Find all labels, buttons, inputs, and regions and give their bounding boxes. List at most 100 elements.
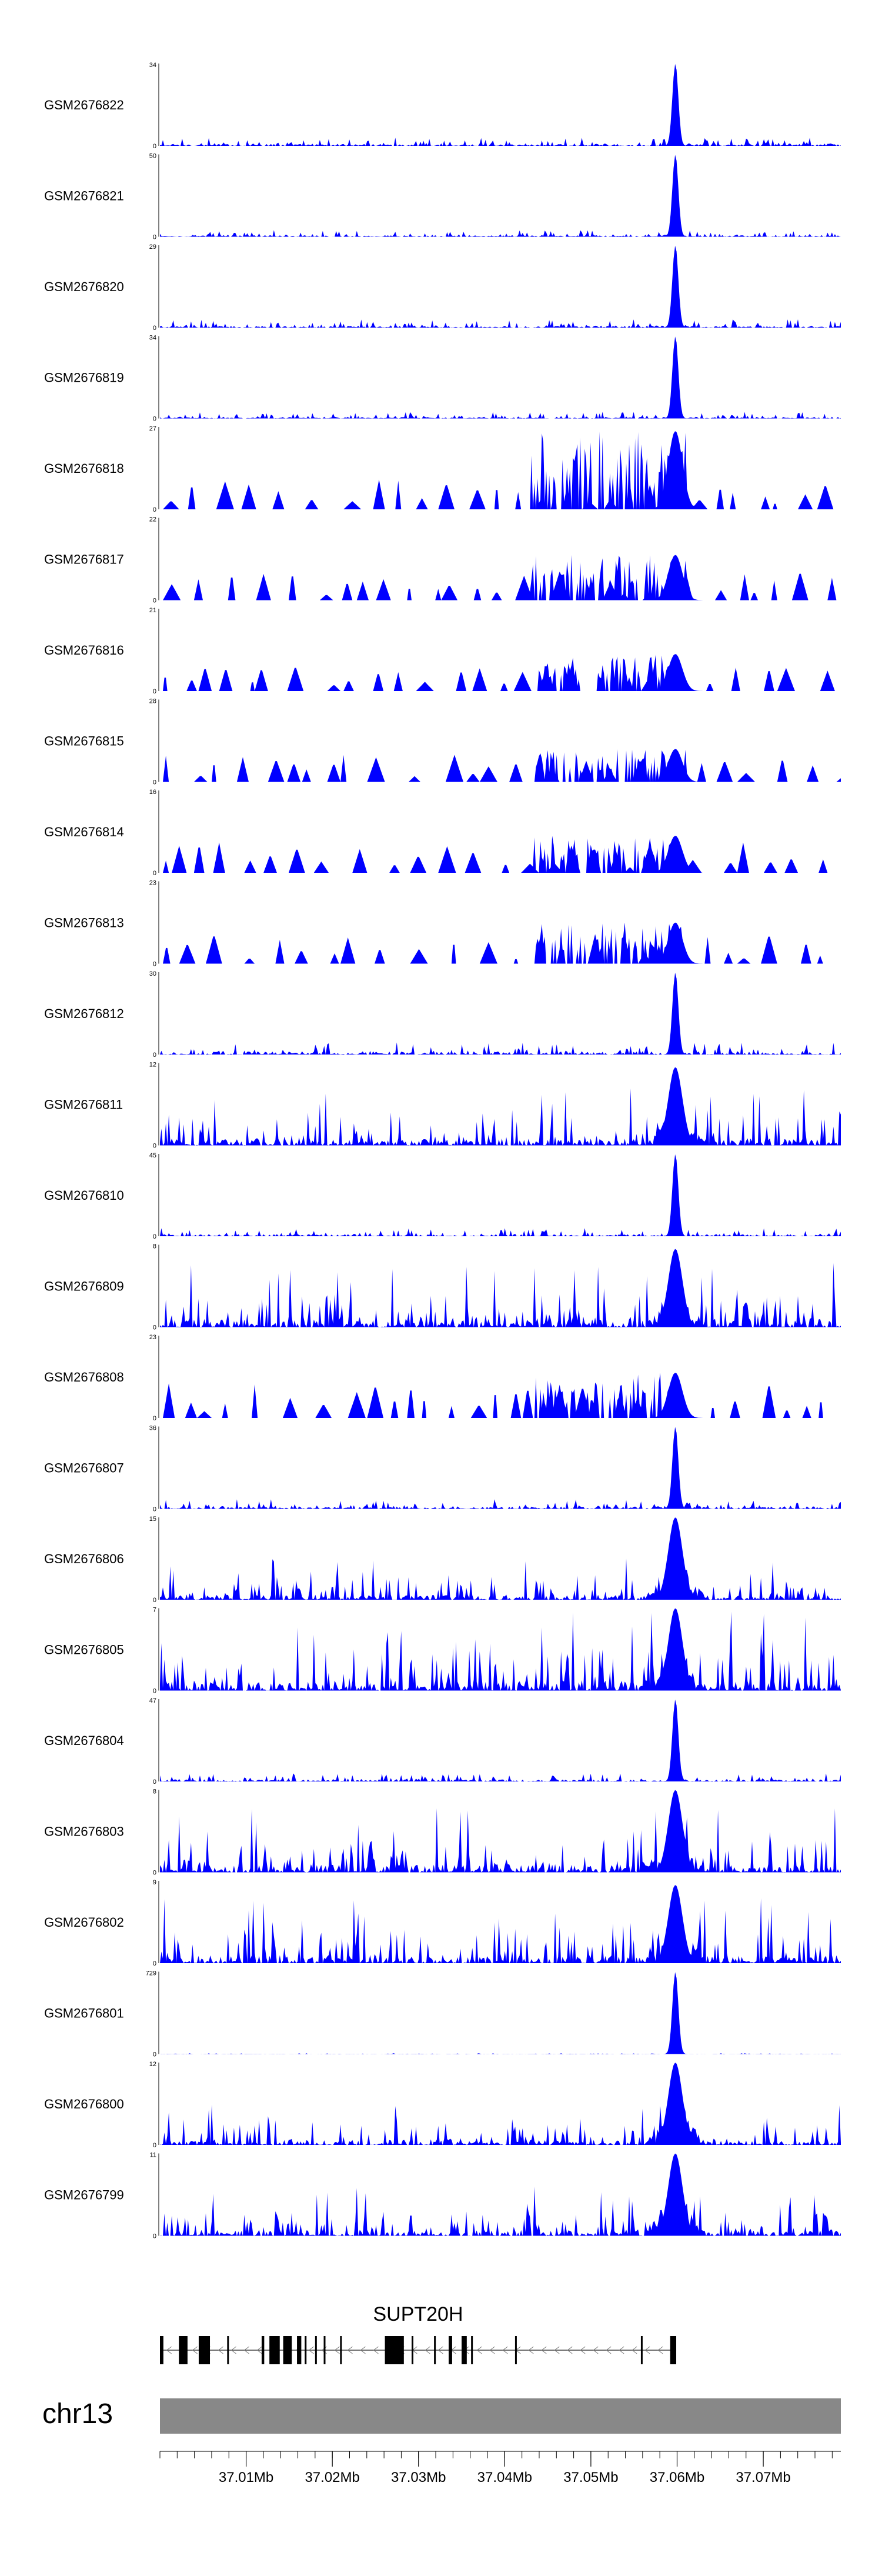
track-ymin-label: 0 [153, 1960, 156, 1967]
track-ymax-label: 36 [149, 1425, 156, 1432]
track-label: GSM2676801 [44, 2006, 124, 2021]
strand-arrow [489, 2346, 495, 2354]
strand-arrow [541, 2346, 547, 2354]
track-ymax-label: 27 [149, 425, 156, 432]
exon-block [385, 2336, 404, 2364]
track-label: GSM2676815 [44, 734, 124, 749]
signal-area [160, 2063, 841, 2145]
strand-arrow [593, 2346, 599, 2354]
signal-area [160, 555, 841, 600]
signal-area [160, 336, 841, 419]
track-ymax-label: 50 [149, 153, 156, 160]
signal-area [160, 1790, 841, 1873]
track-ymin-label: 0 [153, 2051, 156, 2058]
track-ymax-label: 15 [149, 1516, 156, 1523]
strand-arrow [528, 2346, 534, 2354]
track-label: GSM2676820 [44, 279, 124, 294]
chromosome-ideogram [160, 2398, 841, 2434]
strand-arrow [437, 2346, 443, 2354]
strand-arrow [580, 2346, 586, 2354]
track-label: GSM2676803 [44, 1824, 124, 1839]
signal-area [160, 64, 841, 146]
chromosome-label: chr13 [42, 2398, 113, 2430]
track-ymin-label: 0 [153, 416, 156, 423]
strand-arrow [243, 2346, 249, 2354]
track-label: GSM2676810 [44, 1188, 124, 1203]
track-ymin-label: 0 [153, 1778, 156, 1786]
track-ymin-label: 0 [153, 779, 156, 786]
track-label: GSM2676813 [44, 916, 124, 930]
signal-area [160, 1154, 841, 1236]
track-label: GSM2676819 [44, 371, 124, 385]
exon-block [449, 2336, 452, 2364]
track-label: GSM2676808 [44, 1370, 124, 1384]
track-label: GSM2676811 [44, 1097, 123, 1112]
strand-arrow [476, 2346, 482, 2354]
strand-arrow [554, 2346, 560, 2354]
track-ymin-label: 0 [153, 2233, 156, 2240]
signal-area [160, 155, 841, 237]
track-label: GSM2676809 [44, 1279, 124, 1294]
track-ymin-label: 0 [153, 1415, 156, 1422]
track-ymax-label: 16 [149, 789, 156, 796]
exon-block [297, 2336, 302, 2364]
track-ymax-label: 23 [149, 880, 156, 887]
track-ymin-label: 0 [153, 1233, 156, 1240]
track-label: GSM2676814 [44, 825, 124, 839]
signal-area [160, 1517, 841, 1600]
strand-arrow [256, 2346, 262, 2354]
gene-name-label: SUPT20H [373, 2303, 463, 2325]
exon-block [462, 2336, 467, 2364]
strand-arrow [619, 2346, 624, 2354]
exon-block [160, 2336, 163, 2364]
track-label: GSM2676799 [44, 2188, 124, 2203]
strand-arrow [632, 2346, 637, 2354]
signal-area [160, 1373, 841, 1418]
track-ymin-label: 0 [153, 1143, 156, 1150]
axis-tick-label: 37.05Mb [563, 2470, 618, 2485]
exon-block [179, 2336, 188, 2364]
track-ymax-label: 12 [149, 2061, 156, 2068]
track-ymax-label: 47 [149, 1697, 156, 1704]
track-ymax-label: 30 [149, 970, 156, 977]
track-label: GSM2676800 [44, 2097, 124, 2111]
signal-area [160, 1972, 841, 2054]
track-ymax-label: 12 [149, 1062, 156, 1069]
signal-area [160, 922, 841, 964]
track-label: GSM2676805 [44, 1643, 124, 1657]
track-ymax-label: 28 [149, 698, 156, 705]
signal-area [160, 1608, 841, 1691]
track-ymin-label: 0 [153, 961, 156, 968]
track-label: GSM2676817 [44, 552, 124, 567]
signal-area [160, 2153, 841, 2236]
exon-block [283, 2336, 292, 2364]
track-ymax-label: 7 [153, 1607, 156, 1614]
exon-block [412, 2336, 414, 2364]
strand-arrow [218, 2346, 223, 2354]
track-ymin-label: 0 [153, 325, 156, 332]
strand-arrow [308, 2346, 314, 2354]
exon-block [670, 2336, 677, 2364]
track-ymax-label: 21 [149, 607, 156, 614]
axis-tick-label: 37.03Mb [391, 2470, 446, 2485]
strand-arrow [606, 2346, 612, 2354]
strand-arrow [347, 2346, 353, 2354]
track-ymax-label: 22 [149, 516, 156, 523]
exon-block [640, 2336, 643, 2364]
strand-arrow [425, 2346, 430, 2354]
signal-area [160, 1699, 841, 1781]
track-ymin-label: 0 [153, 2142, 156, 2149]
exon-block [471, 2336, 473, 2364]
track-ymax-label: 23 [149, 1334, 156, 1341]
track-ymax-label: 729 [146, 1970, 156, 1977]
exon-block [340, 2336, 342, 2364]
track-ymax-label: 8 [153, 1788, 156, 1796]
track-ymin-label: 0 [153, 1052, 156, 1059]
signal-area [160, 245, 841, 328]
strand-arrow [567, 2346, 573, 2354]
strand-arrow [334, 2346, 340, 2354]
track-ymax-label: 45 [149, 1152, 156, 1159]
track-ymax-label: 9 [153, 1879, 156, 1886]
strand-arrow [644, 2346, 650, 2354]
track-label: GSM2676806 [44, 1551, 124, 1566]
